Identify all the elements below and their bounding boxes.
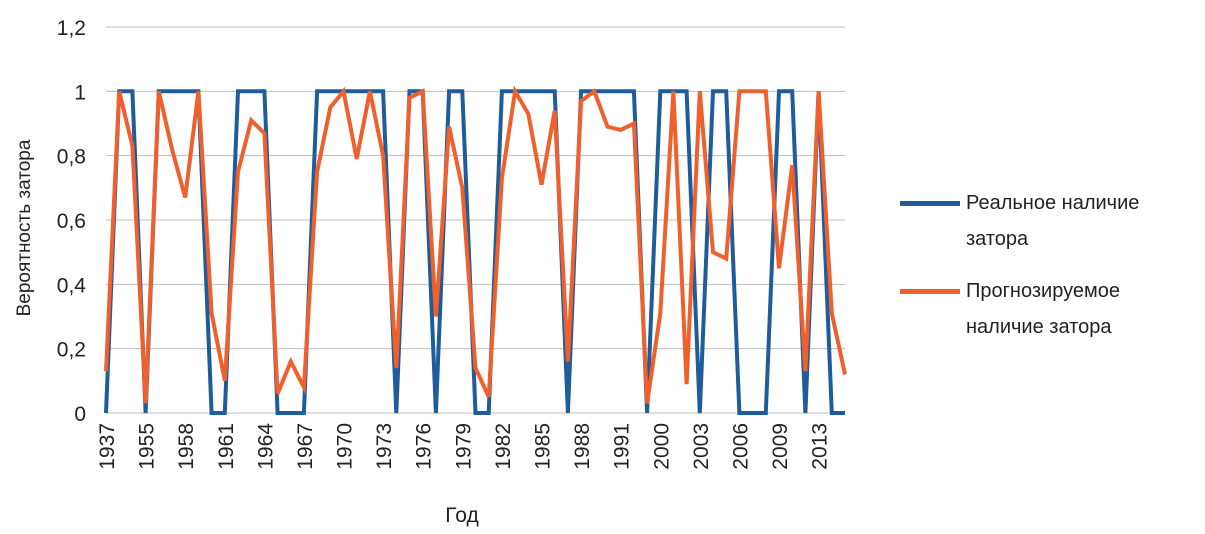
x-tick-label: 1970 [334, 423, 357, 470]
y-tick-label: 0,4 [57, 274, 87, 297]
legend-label: Прогнозируемое наличие затора [966, 280, 1120, 338]
y-tick-label: 1,2 [57, 17, 86, 40]
x-tick-label: 1973 [373, 423, 396, 470]
x-tick-label: 2006 [729, 423, 752, 470]
x-tick-label: 1964 [254, 423, 277, 470]
x-tick-label: 2003 [690, 423, 713, 470]
x-tick-label: 2013 [809, 423, 832, 470]
x-tick-label: 1961 [215, 423, 238, 470]
x-axis-title: Год [445, 504, 478, 527]
legend-label: Реальное наличие затора [966, 192, 1140, 250]
x-tick-label: 1976 [413, 423, 436, 470]
x-tick-label: 1979 [452, 423, 475, 470]
x-tick-label: 1955 [136, 423, 159, 470]
legend-swatch [900, 289, 960, 294]
y-tick-label: 0,6 [57, 210, 86, 233]
y-tick-label: 0 [74, 403, 86, 426]
x-tick-label: 1937 [96, 423, 119, 470]
x-tick-label: 1985 [531, 423, 554, 470]
y-tick-label: 1 [74, 81, 86, 104]
x-tick-label: 1967 [294, 423, 317, 470]
y-tick-label: 0,2 [57, 339, 86, 362]
x-tick-label: 1988 [571, 423, 594, 470]
x-tick-label: 1982 [492, 423, 515, 470]
series-line [104, 85, 847, 404]
legend-item: Реальное наличие затора [900, 185, 1200, 257]
y-axis-title: Вероятность затора [14, 139, 35, 316]
y-tick-label: 0,8 [57, 146, 86, 169]
x-tick-label: 1958 [175, 423, 198, 470]
legend-swatch [900, 201, 960, 206]
x-tick-label: 1991 [611, 423, 634, 470]
x-tick-label: 2009 [769, 423, 792, 470]
legend-item: Прогнозируемое наличие затора [900, 273, 1200, 345]
x-tick-label: 2000 [650, 423, 673, 470]
